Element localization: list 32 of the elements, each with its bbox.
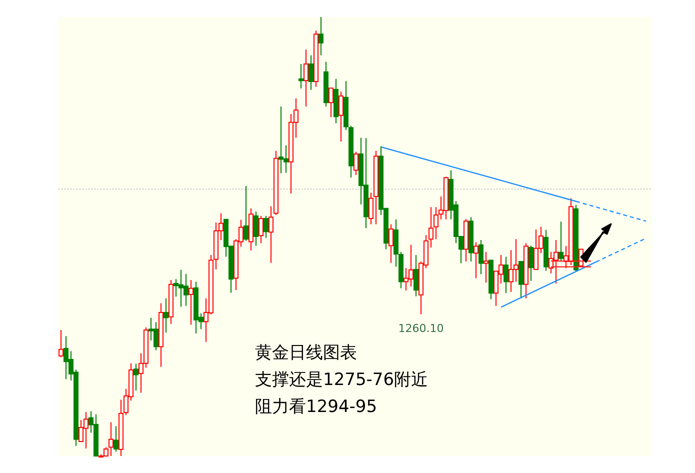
annotation: 1260.10: [398, 322, 444, 336]
candlestick: [484, 251, 488, 284]
candlestick: [304, 48, 308, 108]
candlestick: [338, 91, 344, 142]
annotation: 黄金日线图表: [255, 343, 357, 363]
candlestick: [134, 363, 138, 392]
candlestick: [558, 221, 564, 262]
candlestick: [388, 224, 394, 264]
candlestick: [188, 279, 194, 326]
candlestick: [308, 54, 314, 90]
candlestick: [504, 256, 508, 294]
annotation: 支撑还是1275-76附近: [255, 370, 428, 390]
candlestick: [298, 63, 304, 90]
candlestick: [474, 242, 478, 279]
candlestick: [164, 298, 168, 334]
candlestick: [318, 16, 324, 56]
candlestick: [264, 215, 268, 238]
candlestick: [114, 426, 118, 452]
candlestick: [368, 192, 374, 225]
annotation: 阻力看1294-95: [255, 397, 378, 417]
candlestick: [428, 206, 434, 248]
candlestick: [518, 261, 524, 299]
candlestick: [478, 240, 484, 275]
candlestick: [268, 206, 274, 264]
candlestick: [254, 210, 258, 246]
candlestick: [354, 151, 358, 176]
candlestick: [328, 88, 334, 118]
candlestick: [528, 245, 534, 282]
candlestick: [414, 254, 418, 297]
candlestick: [244, 186, 248, 242]
candlestick: [434, 206, 438, 240]
candlestick: [258, 215, 264, 244]
